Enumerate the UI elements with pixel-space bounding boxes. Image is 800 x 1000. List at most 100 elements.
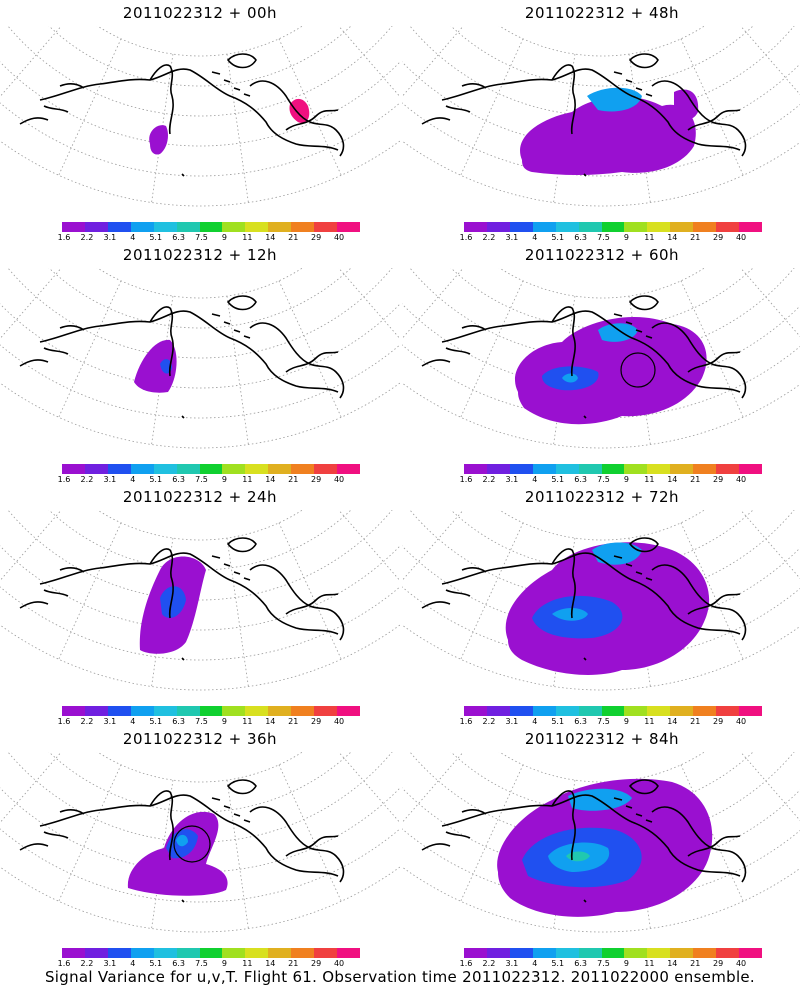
colorbar (62, 222, 360, 232)
forecast-panel: 2011022312 + 00h 1.6 2.2 3.1 4 5.1 6.3 7.5 9 11 14… (0, 0, 400, 248)
colorbar-segment (739, 222, 762, 232)
colorbar-tick-label: 29 (713, 475, 724, 484)
colorbar-segment (532, 706, 556, 716)
colorbar-segment (199, 464, 223, 474)
colorbar-tick-label: 5.1 (551, 475, 565, 484)
colorbar-segment (130, 948, 154, 958)
colorbar-segment (555, 948, 579, 958)
colorbar-segment (245, 464, 269, 474)
colorbar-tick-label: 29 (311, 475, 322, 484)
colorbar-tick-label: 1.6 (459, 959, 473, 968)
colorbar-tick-label: 9 (221, 717, 227, 726)
colorbar-tick-label: 4 (130, 475, 136, 484)
colorbar-segment (464, 706, 487, 716)
coastlines (421, 53, 747, 177)
colorbar-segment (62, 222, 85, 232)
colorbar-tick-label: 21 (288, 233, 299, 242)
colorbar-tick-label: 4 (130, 959, 136, 968)
variance-contours (520, 87, 699, 175)
lat-lon-grid (0, 268, 400, 449)
annotation-circle (173, 825, 211, 863)
variance-contours (505, 542, 710, 675)
colorbar-segment (670, 948, 694, 958)
colorbar-tick-label: 3.1 (103, 717, 117, 726)
colorbar-segment (555, 222, 579, 232)
figure-caption: Signal Variance for u,v,T. Flight 61. Ob… (44, 968, 756, 986)
colorbar-segment (464, 222, 487, 232)
colorbar-segment (647, 222, 671, 232)
colorbar-tick-label: 2.2 (482, 475, 496, 484)
colorbar-tick-label: 40 (333, 959, 345, 968)
colorbar-tick-label: 7.5 (195, 475, 208, 484)
forecast-panel: 2011022312 + 48h 1.6 2.2 3.1 4 5.1 6.3 7.5 9 11 14… (402, 0, 800, 248)
variance-contours (139, 556, 206, 654)
colorbar-tick-label: 6.3 (172, 959, 185, 968)
colorbar-tick-label: 6.3 (574, 233, 587, 242)
coastlines (19, 779, 345, 903)
colorbar-segment (268, 222, 292, 232)
colorbar-tick-label: 7.5 (597, 475, 610, 484)
colorbar-segment (176, 222, 200, 232)
colorbar-segment (176, 706, 200, 716)
colorbar-tick-label: 3.1 (505, 717, 519, 726)
colorbar-segment (62, 464, 85, 474)
colorbar-segment (555, 706, 579, 716)
colorbar-tick-label: 9 (623, 475, 629, 484)
colorbar-segment (578, 948, 602, 958)
colorbar-tick-label: 7.5 (195, 959, 208, 968)
colorbar-tick-label: 11 (644, 717, 655, 726)
colorbar-labels: 1.6 2.2 3.1 4 5.1 6.3 7.5 9 11 14 21 29 40 (58, 717, 360, 729)
colorbar-tick-label: 40 (333, 233, 345, 242)
variance-contours (127, 811, 228, 896)
colorbar-tick-label: 5.1 (551, 717, 565, 726)
colorbar-tick-label: 5.1 (149, 717, 163, 726)
forecast-panel: 2011022312 + 36h 1.6 2.2 3.1 4 5.1 6.3 7.5 9 11 14… (0, 726, 400, 974)
polar-map (402, 752, 800, 933)
colorbar-segment (62, 706, 85, 716)
colorbar-tick-label: 5.1 (149, 233, 163, 242)
colorbar-segment (670, 706, 694, 716)
colorbar-segment (314, 222, 338, 232)
colorbar-segment (291, 222, 315, 232)
panel-title: 2011022312 + 48h (524, 4, 680, 22)
colorbar-segment (337, 706, 360, 716)
coastlines (19, 53, 345, 177)
coastlines (19, 537, 345, 661)
colorbar-segment (486, 222, 510, 232)
colorbar-tick-label: 11 (242, 475, 253, 484)
colorbar-segment (245, 948, 269, 958)
colorbar-segment (716, 706, 740, 716)
colorbar-tick-label: 2.2 (482, 717, 496, 726)
colorbar-segment (222, 464, 246, 474)
colorbar-segment (199, 222, 223, 232)
polar-map (0, 268, 400, 449)
polar-map (0, 752, 400, 933)
colorbar-segment (532, 948, 556, 958)
colorbar-segment (624, 948, 648, 958)
colorbar-tick-label: 1.6 (57, 475, 71, 484)
colorbar-tick-label: 21 (288, 475, 299, 484)
panel-title: 2011022312 + 36h (122, 730, 278, 748)
colorbar-tick-label: 40 (735, 475, 747, 484)
colorbar-tick-label: 6.3 (574, 717, 587, 726)
colorbar-tick-label: 2.2 (482, 233, 496, 242)
colorbar-segment (337, 464, 360, 474)
panel-title: 2011022312 + 24h (122, 488, 278, 506)
colorbar-tick-label: 29 (311, 717, 322, 726)
colorbar-labels: 1.6 2.2 3.1 4 5.1 6.3 7.5 9 11 14 21 29 40 (460, 717, 762, 729)
colorbar-tick-label: 9 (221, 233, 227, 242)
colorbar-tick-label: 14 (265, 233, 276, 242)
colorbar-tick-label: 11 (644, 475, 655, 484)
colorbar-segment (222, 222, 246, 232)
colorbar-tick-label: 14 (265, 959, 276, 968)
colorbar-tick-label: 6.3 (574, 475, 587, 484)
colorbar-segment (716, 948, 740, 958)
colorbar-tick-label: 9 (221, 959, 227, 968)
colorbar-tick-label: 3.1 (103, 959, 117, 968)
colorbar-tick-label: 40 (735, 959, 747, 968)
colorbar-segment (268, 464, 292, 474)
panel-title: 2011022312 + 00h (122, 4, 278, 22)
panel-title: 2011022312 + 84h (524, 730, 680, 748)
colorbar-tick-label: 29 (311, 233, 322, 242)
colorbar-labels: 1.6 2.2 3.1 4 5.1 6.3 7.5 9 11 14 21 29 40 (460, 233, 762, 245)
